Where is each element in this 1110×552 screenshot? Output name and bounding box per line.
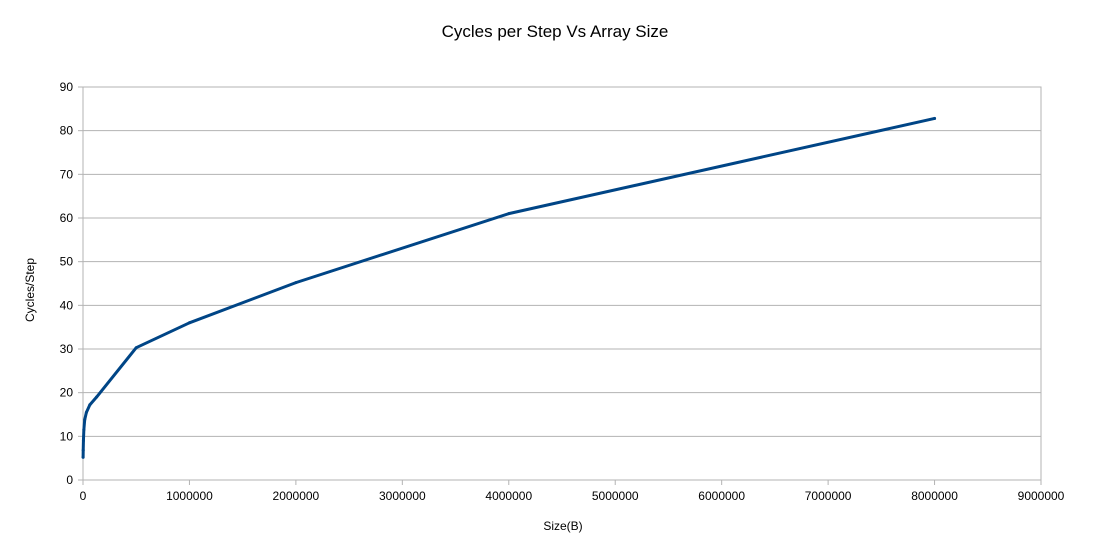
y-tick-label: 10 — [60, 429, 74, 443]
y-tick-label: 20 — [60, 386, 74, 400]
y-tick-label: 80 — [60, 124, 74, 138]
x-tick-label: 7000000 — [805, 489, 852, 503]
series-group — [81, 116, 937, 459]
data-point — [134, 346, 138, 350]
x-axis-label: Size(B) — [543, 519, 582, 533]
data-point — [81, 448, 85, 452]
x-tick-label: 2000000 — [273, 489, 320, 503]
y-tick-label: 60 — [60, 211, 74, 225]
data-point — [294, 281, 298, 285]
y-tick-label: 30 — [60, 342, 74, 356]
x-tick-label: 9000000 — [1018, 489, 1065, 503]
y-tick-label: 70 — [60, 167, 74, 181]
x-axis-ticks: 0 1000000 2000000 3000000 4000000 5000000 6000… — [80, 480, 1065, 503]
y-tick-label: 40 — [60, 298, 74, 312]
x-tick-label: 0 — [80, 489, 87, 503]
plot-area — [82, 86, 1042, 481]
y-axis-label: Cycles/Step — [23, 258, 37, 322]
data-point — [82, 428, 86, 432]
data-point — [507, 212, 511, 216]
x-tick-label: 8000000 — [911, 489, 958, 503]
x-tick-label: 1000000 — [166, 489, 213, 503]
y-axis-ticks: 0 10 20 30 40 50 60 70 80 90 — [60, 80, 83, 487]
data-point — [933, 116, 937, 120]
y-tick-label: 90 — [60, 80, 74, 94]
x-tick-label: 4000000 — [485, 489, 532, 503]
y-tick-label: 0 — [66, 473, 73, 487]
x-tick-label: 5000000 — [592, 489, 639, 503]
data-point — [81, 455, 85, 459]
x-tick-label: 3000000 — [379, 489, 426, 503]
data-point — [95, 395, 99, 399]
y-tick-label: 50 — [60, 255, 74, 269]
data-point — [81, 439, 85, 443]
data-point — [88, 403, 92, 407]
chart-title: Cycles per Step Vs Array Size — [442, 22, 669, 41]
data-point — [84, 410, 88, 414]
x-tick-label: 6000000 — [698, 489, 745, 503]
data-point — [83, 418, 87, 422]
data-point — [187, 321, 191, 325]
